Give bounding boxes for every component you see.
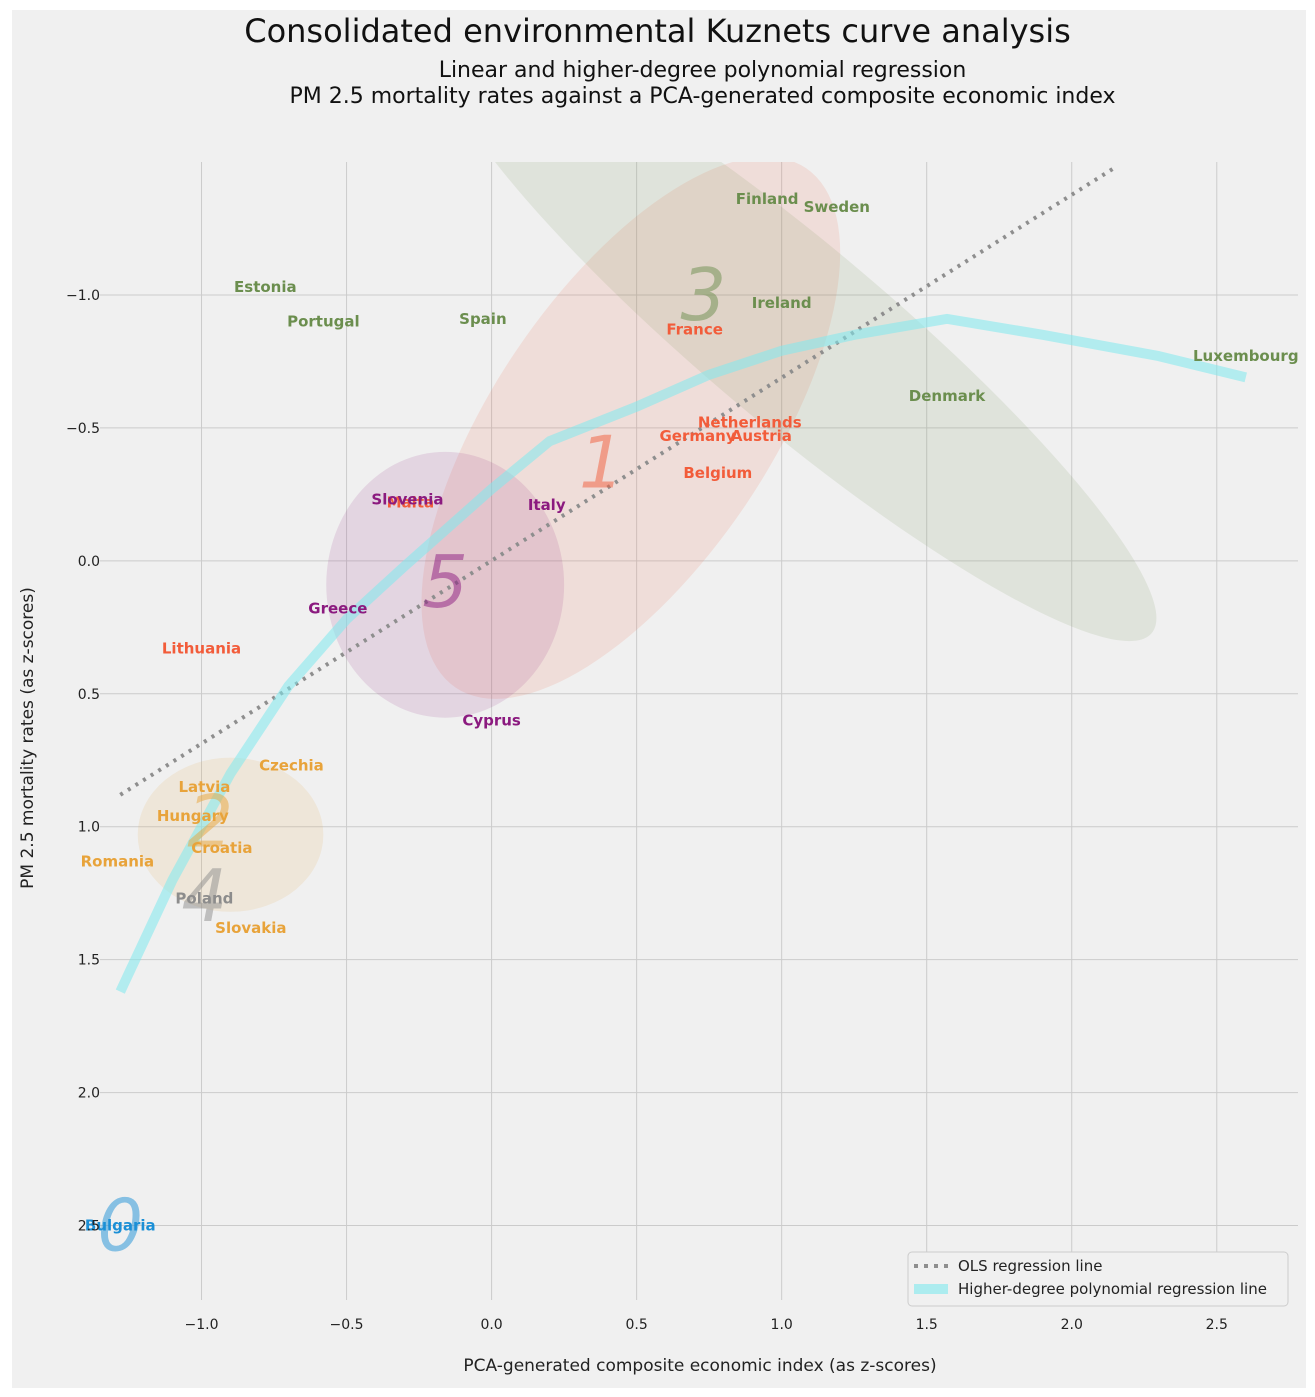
country-label-denmark: Denmark (909, 387, 986, 405)
country-label-ireland: Ireland (752, 294, 812, 312)
chart-subtitle-line2: PM 2.5 mortality rates against a PCA-gen… (289, 84, 1116, 109)
grid-lines (100, 162, 1298, 1300)
cluster-ellipses (137, 162, 1157, 912)
cluster-5-ellipse (326, 451, 565, 718)
country-label-cyprus: Cyprus (462, 711, 521, 729)
cluster-2-ellipse (137, 757, 324, 912)
y-tick-label: 0.0 (78, 554, 100, 570)
y-axis-ticks: −1.0 −0.5 0.0 0.5 1.0 1.5 2.0 2.5 (66, 288, 100, 1235)
x-tick-label: −1.0 (185, 1317, 219, 1333)
y-tick-label: 2.5 (78, 1219, 100, 1235)
y-tick-label: −1.0 (66, 288, 100, 304)
country-labels: Finland Sweden Estonia Portugal Spain Ireland… (81, 190, 1299, 1234)
country-label-netherlands: Netherlands (698, 414, 802, 432)
y-axis-label: PM 2.5 mortality rates (as z-scores) (18, 587, 38, 889)
country-label-romania: Romania (81, 852, 155, 870)
chart-subtitle-line1: Linear and higher-degree polynomial regr… (438, 58, 967, 83)
x-tick-label: 1.0 (771, 1317, 793, 1333)
country-label-poland: Poland (175, 890, 233, 908)
country-label-latvia: Latvia (178, 778, 230, 796)
country-label-malta: Malta (387, 493, 434, 511)
cluster-0-number: 0 (97, 1184, 143, 1268)
country-label-finland: Finland (736, 190, 799, 208)
legend-poly-label: Higher-degree polynomial regression line (958, 1280, 1267, 1298)
x-axis-ticks: −1.0 −0.5 0.0 0.5 1.0 1.5 2.0 2.5 (185, 1317, 1228, 1333)
country-label-slovakia: Slovakia (215, 919, 286, 937)
country-label-italy: Italy (528, 496, 566, 514)
x-tick-label: 2.5 (1206, 1317, 1228, 1333)
country-label-croatia: Croatia (191, 839, 252, 857)
country-label-sweden: Sweden (804, 198, 870, 216)
figure-background (12, 10, 1306, 1388)
y-tick-label: 0.5 (78, 687, 100, 703)
country-label-bulgaria: Bulgaria (85, 1217, 156, 1235)
country-label-austria: Austria (731, 427, 792, 445)
legend-box (907, 1251, 1289, 1307)
polynomial-regression-line (115, 313, 1247, 994)
cluster-number-labels: 0 1 2 3 4 5 (97, 253, 726, 1268)
regression-lines (115, 165, 1247, 994)
y-tick-label: 1.0 (78, 820, 100, 836)
country-label-slovenia: Slovenia (371, 491, 443, 509)
country-label-hungary: Hungary (157, 807, 229, 825)
country-label-czechia: Czechia (259, 757, 324, 775)
x-tick-label: 0.5 (626, 1317, 648, 1333)
x-axis-label: PCA-generated composite economic index (… (463, 1356, 936, 1376)
country-label-estonia: Estonia (234, 278, 297, 296)
cluster-1-number: 1 (579, 420, 625, 504)
x-tick-label: −0.5 (330, 1317, 364, 1333)
cluster-3-number: 3 (680, 253, 726, 337)
y-tick-label: 1.5 (78, 953, 100, 969)
x-tick-label: 1.5 (916, 1317, 938, 1333)
country-label-lithuania: Lithuania (162, 640, 241, 658)
cluster-5-number: 5 (422, 540, 468, 624)
country-label-luxembourg: Luxembourg (1193, 347, 1299, 365)
cluster-3-ellipse (435, 162, 1157, 642)
x-tick-label: 0.0 (480, 1317, 502, 1333)
chart-title: Consolidated environmental Kuznets curve… (244, 12, 1071, 50)
country-label-portugal: Portugal (287, 313, 360, 331)
country-label-spain: Spain (459, 310, 506, 328)
country-label-greece: Greece (308, 600, 367, 618)
legend-ols-label: OLS regression line (958, 1257, 1102, 1275)
cluster-4-number: 4 (182, 854, 228, 938)
country-label-belgium: Belgium (683, 464, 752, 482)
y-tick-label: −0.5 (66, 421, 100, 437)
cluster-1-ellipse (421, 162, 841, 699)
cluster-2-number: 2 (187, 779, 233, 863)
legend: OLS regression line Higher-degree polyno… (907, 1251, 1289, 1307)
y-tick-label: 2.0 (78, 1086, 100, 1102)
country-label-france: France (666, 321, 723, 339)
x-tick-label: 2.0 (1061, 1317, 1083, 1333)
country-label-germany: Germany (660, 427, 736, 445)
